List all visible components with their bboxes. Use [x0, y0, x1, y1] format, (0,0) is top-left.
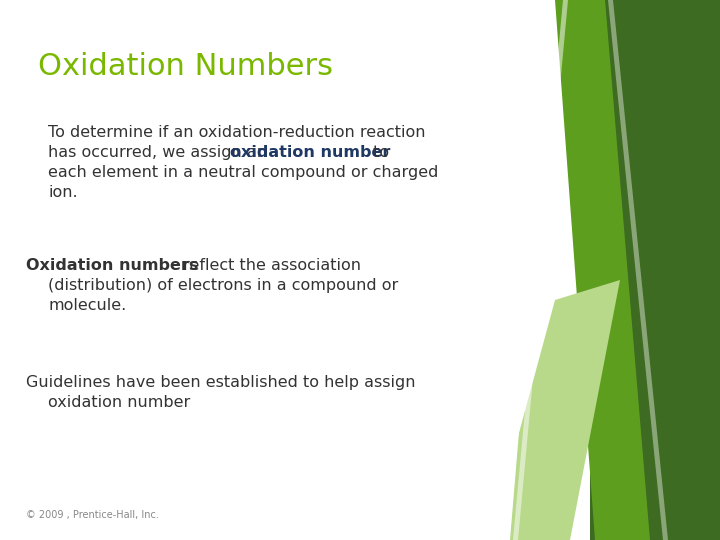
Text: Oxidation Numbers: Oxidation Numbers	[38, 52, 333, 81]
Text: Guidelines have been established to help assign: Guidelines have been established to help…	[26, 375, 415, 390]
Text: oxidation number: oxidation number	[48, 395, 190, 410]
Text: reflect the association: reflect the association	[178, 258, 361, 273]
Text: To determine if an oxidation-reduction reaction: To determine if an oxidation-reduction r…	[48, 125, 426, 140]
Polygon shape	[555, 0, 650, 540]
Polygon shape	[490, 280, 620, 540]
Text: to: to	[368, 145, 389, 160]
Text: (distribution) of electrons in a compound or: (distribution) of electrons in a compoun…	[48, 278, 398, 293]
Text: Oxidation numbers: Oxidation numbers	[26, 258, 199, 273]
Polygon shape	[513, 0, 568, 540]
Polygon shape	[460, 430, 555, 540]
Text: oxidation number: oxidation number	[230, 145, 390, 160]
Polygon shape	[0, 0, 555, 540]
Polygon shape	[608, 0, 668, 540]
Text: molecule.: molecule.	[48, 298, 126, 313]
Text: has occurred, we assign an: has occurred, we assign an	[48, 145, 272, 160]
Polygon shape	[590, 0, 720, 540]
Text: ion.: ion.	[48, 185, 78, 200]
Text: © 2009 , Prentice-Hall, Inc.: © 2009 , Prentice-Hall, Inc.	[26, 510, 159, 520]
Text: each element in a neutral compound or charged: each element in a neutral compound or ch…	[48, 165, 438, 180]
Polygon shape	[492, 0, 552, 540]
